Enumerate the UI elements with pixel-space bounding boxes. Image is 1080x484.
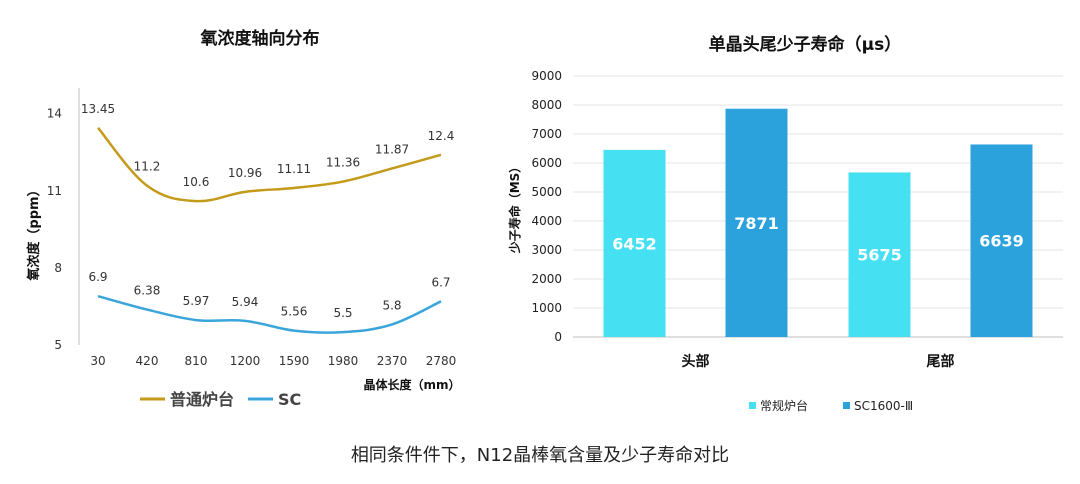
left-y-tick-label: 11 xyxy=(47,184,62,198)
figure-caption: 相同条件件下，N12晶棒氧含量及少子寿命对比 xyxy=(350,445,730,466)
line-data-label: 5.94 xyxy=(232,295,259,309)
line-data-label: 5.56 xyxy=(281,305,308,319)
left-y-tick-label: 5 xyxy=(54,338,62,352)
lifetime-chart-title: 单晶头尾少子寿命（μs） xyxy=(708,35,902,55)
line-data-label: 5.5 xyxy=(333,306,352,320)
legend-swatch-sc1600 xyxy=(843,402,850,409)
left-x-tick-label: 2370 xyxy=(377,354,408,368)
right-y-tick-label: 8000 xyxy=(531,98,562,112)
line-data-label: 11.36 xyxy=(326,156,360,170)
oxygen-line-chart: 氧浓度（ppm） 晶体长度（mm） 5 8 11 14 30 420 810 1200 159… xyxy=(26,88,461,409)
bar-value-label: 6452 xyxy=(612,234,657,253)
left-x-axis-label: 晶体长度（mm） xyxy=(363,377,460,392)
left-x-tick-label: 2780 xyxy=(426,354,457,368)
bar-sc1600-1 xyxy=(970,144,1033,337)
right-y-tick-label: 0 xyxy=(554,330,562,344)
right-y-tick-label: 4000 xyxy=(531,214,562,228)
legend-label-sc: SC xyxy=(278,390,301,409)
bar-value-label: 6639 xyxy=(979,232,1024,251)
bar-regular-1 xyxy=(848,172,911,337)
line-data-label: 10.96 xyxy=(228,166,262,180)
legend-swatch-regular xyxy=(749,402,756,409)
line-series-sc xyxy=(97,294,442,334)
line-data-label: 6.38 xyxy=(134,284,161,298)
bar-value-label: 7871 xyxy=(734,214,779,233)
left-x-tick-label: 1590 xyxy=(279,354,310,368)
legend-label-sc1600: SC1600-Ⅲ xyxy=(854,399,913,413)
oxygen-chart-title: 氧浓度轴向分布 xyxy=(200,29,320,49)
legend-label-regular: 常规炉台 xyxy=(760,398,808,413)
right-y-tick-label: 2000 xyxy=(531,272,562,286)
right-x-tick-label: 尾部 xyxy=(927,353,955,370)
right-y-tick-label: 1000 xyxy=(531,301,562,315)
left-y-tick-label: 14 xyxy=(47,107,62,121)
line-data-label: 11.11 xyxy=(277,162,311,176)
right-y-tick-label: 3000 xyxy=(531,243,562,257)
left-y-tick-label: 8 xyxy=(54,261,62,275)
right-x-tick-label: 头部 xyxy=(682,353,710,370)
line-data-label: 12.4 xyxy=(428,129,455,143)
left-x-tick-label: 1200 xyxy=(230,354,261,368)
left-y-axis-label: 氧浓度（ppm） xyxy=(26,183,42,281)
lifetime-bar-chart: 少子寿命（MS） 0 1000 2000 3000 4000 5000 6000 7000 80… xyxy=(507,69,1063,413)
right-y-tick-label: 5000 xyxy=(531,185,562,199)
right-y-tick-label: 6000 xyxy=(531,156,562,170)
right-y-tick-label: 9000 xyxy=(531,69,562,83)
bar-value-label: 5675 xyxy=(857,246,902,265)
line-data-label: 5.97 xyxy=(183,294,210,308)
line-data-label: 6.7 xyxy=(431,275,450,289)
legend-label-normal: 普通炉台 xyxy=(170,390,234,409)
line-data-label: 10.6 xyxy=(183,175,210,189)
bar-sc1600-0 xyxy=(725,108,788,337)
line-data-label: 5.8 xyxy=(382,298,401,312)
left-x-tick-label: 810 xyxy=(185,354,208,368)
line-data-label: 13.45 xyxy=(81,102,115,116)
line-data-label: 6.9 xyxy=(88,270,107,284)
bar-regular-0 xyxy=(603,149,666,337)
line-data-label: 11.87 xyxy=(375,142,409,156)
left-x-tick-label: 420 xyxy=(136,354,159,368)
left-x-tick-label: 30 xyxy=(90,354,105,368)
right-y-axis-label: 少子寿命（MS） xyxy=(507,161,522,255)
line-data-label: 11.2 xyxy=(134,160,161,174)
left-x-tick-label: 1980 xyxy=(328,354,359,368)
right-y-tick-label: 7000 xyxy=(531,127,562,141)
